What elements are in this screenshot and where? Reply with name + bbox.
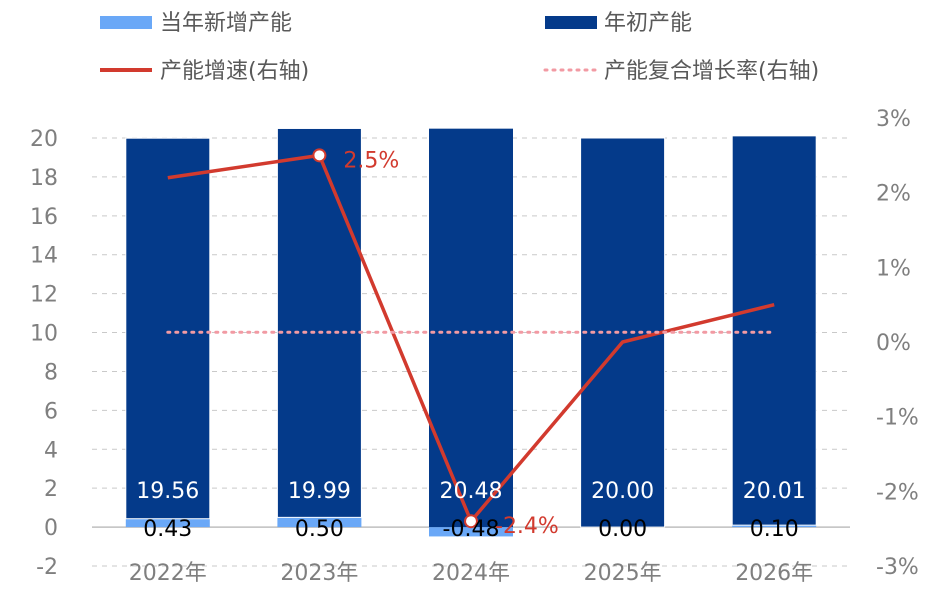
y-tick-label: 20 [30,127,58,152]
new-capacity-label: -0.48 [443,517,500,542]
growth-rate-marker [312,148,327,163]
bar-initial-capacity [276,127,362,518]
left-axis: -2 0 2 4 6 8 10 12 14 16 18 20 [30,127,58,580]
bar-new-capacity [277,517,362,528]
bar-initial-capacity [125,137,211,520]
y2-tick-label: 0% [876,331,911,356]
legend-label: 当年新增产能 [160,11,292,36]
initial-capacity-label: 19.56 [136,479,199,504]
y2-tick-label: 3% [876,107,911,132]
legend-swatch-new-capacity [100,16,152,29]
x-tick-label: 2025年 [584,561,662,586]
y2-tick-label: -1% [876,406,919,431]
new-capacity-label: 0.43 [143,517,192,542]
growth-rate-label: 2.5% [343,148,399,173]
y-tick-label: 10 [30,322,58,347]
legend-label: 产能增速(右轴) [160,59,309,84]
bar-initial-capacity [731,135,817,526]
initial-capacity-label: 20.48 [440,479,503,504]
bar-initial-capacity [429,128,513,528]
y-tick-label: 6 [44,399,58,424]
y-tick-label: 18 [30,166,58,191]
y-tick-label: 4 [44,438,58,463]
legend-label: 产能复合增长率(右轴) [604,59,819,84]
y2-tick-label: -3% [876,555,919,580]
initial-capacity-label: 20.01 [743,479,806,504]
growth-rate-label: -2.4% [495,514,559,539]
initial-capacity-label: 20.00 [591,479,654,504]
growth-rate-marker [464,514,478,529]
legend-swatch-initial-capacity [545,16,597,29]
lines [166,148,776,529]
y-tick-label: 16 [30,205,58,230]
new-capacity-label: 0.10 [750,517,799,542]
x-tick-label: 2023年 [280,561,358,586]
new-capacity-label: 0.00 [598,517,647,542]
y-tick-label: 8 [44,360,58,385]
y2-tick-label: 2% [876,182,911,207]
x-tick-label: 2024年 [432,561,510,586]
bar-new-capacity [125,518,210,528]
legend-label: 年初产能 [604,11,692,36]
y-tick-label: 2 [44,477,58,502]
right-axis: -3% -2% -1% 0% 1% 2% 3% [876,107,919,580]
y-tick-label: 12 [30,283,58,308]
y-tick-label: 14 [30,244,58,269]
bar-new-capacity [732,525,817,528]
new-capacity-label: 0.50 [295,517,344,542]
x-tick-label: 2026年 [735,561,813,586]
x-tick-label: 2022年 [129,561,207,586]
y2-tick-label: 1% [876,256,911,281]
y-tick-label: -2 [36,555,58,580]
x-axis: 2022年 2023年 2024年 2025年 2026年 [129,561,813,586]
data-labels: 19.56 0.43 19.99 0.50 20.48 -0.48 20.00 0.00 20.… [136,148,805,542]
y2-tick-label: -2% [876,480,919,505]
bar-new-capacity [429,527,513,537]
y-tick-label: 0 [44,516,58,541]
initial-capacity-label: 19.99 [288,479,351,504]
